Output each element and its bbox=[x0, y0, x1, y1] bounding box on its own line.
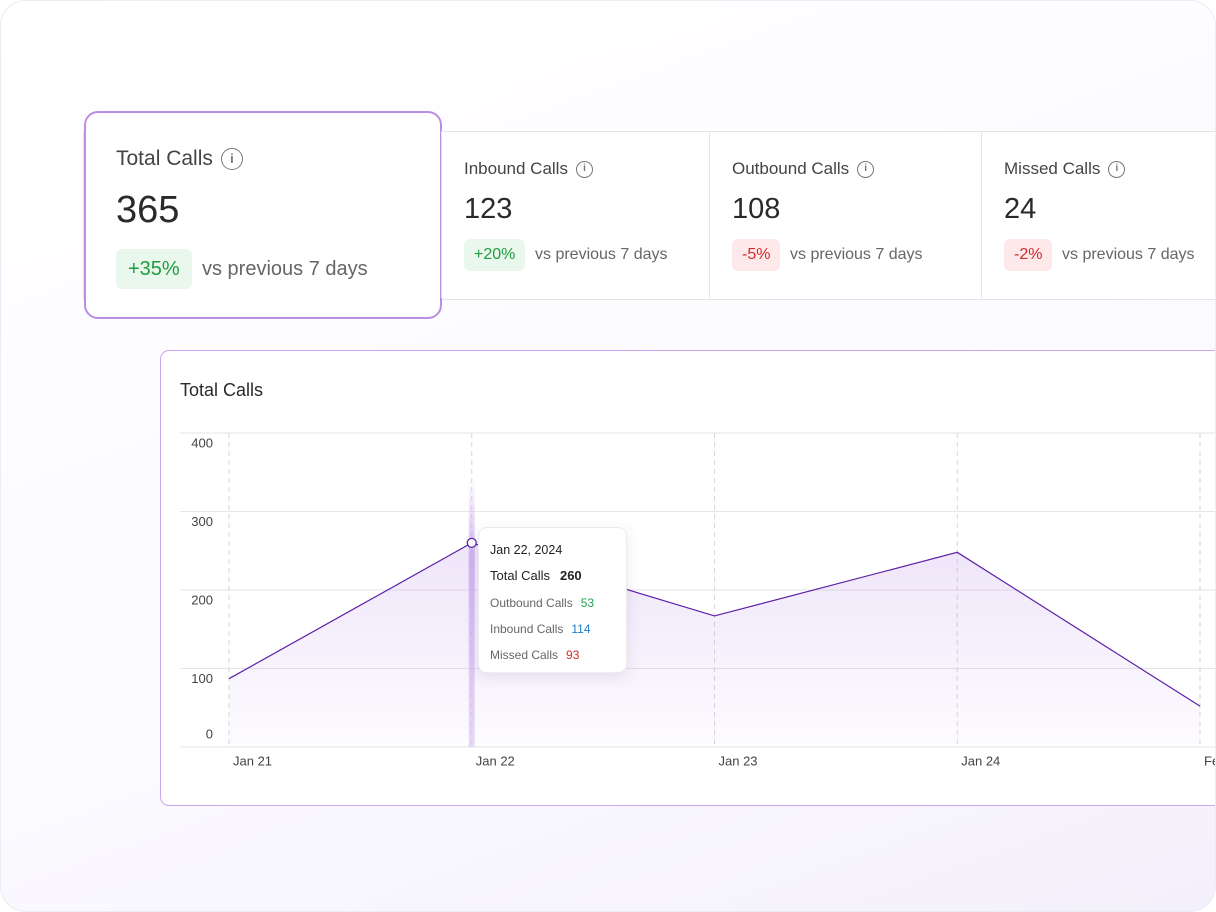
tooltip-row: Outbound Calls 53 bbox=[490, 596, 594, 610]
change-badge: +20% bbox=[464, 239, 526, 271]
x-tick-label: Jan 21 bbox=[233, 753, 272, 768]
info-icon: i bbox=[220, 148, 243, 170]
change-badge: -2% bbox=[1004, 239, 1053, 271]
stat-title-text: Inbound Calls bbox=[464, 159, 568, 178]
tooltip-date: Jan 22, 2024 bbox=[490, 543, 563, 557]
tooltip-value: 93 bbox=[566, 648, 580, 662]
plot bbox=[180, 432, 1215, 748]
hover-point bbox=[466, 537, 477, 549]
stat-value: 123 bbox=[464, 193, 513, 225]
area bbox=[229, 542, 1200, 747]
stat-title-text: Total Calls bbox=[116, 147, 213, 170]
stat-card: Total Calls i 365 +35% vs previous 7 days bbox=[84, 111, 442, 319]
tooltip-label: Missed Calls bbox=[490, 648, 559, 662]
change-badge: +35% bbox=[116, 249, 192, 289]
stat-value: 108 bbox=[732, 193, 781, 225]
tooltip-row: Missed Calls 93 bbox=[490, 648, 579, 662]
y-tick-label: 300 bbox=[191, 514, 213, 529]
tooltip: Jan 22, 2024 Total Calls 260 Outbound Call… bbox=[478, 527, 627, 673]
x-tick-label: Jan 22 bbox=[476, 753, 515, 768]
tooltip-value: 260 bbox=[559, 568, 582, 583]
stat-title-text: Outbound Calls bbox=[732, 159, 850, 178]
info-icon: i bbox=[1108, 160, 1126, 178]
tooltip-label: Total Calls bbox=[490, 568, 550, 583]
tooltip-row: Total Calls 260 bbox=[490, 568, 582, 583]
y-tick-label: 100 bbox=[191, 671, 213, 686]
stat-title-text: Missed Calls bbox=[1004, 159, 1101, 178]
chart-title: Total Calls bbox=[180, 380, 263, 400]
comparison: vs previous 7 days bbox=[202, 258, 368, 280]
y-tick-label: 400 bbox=[191, 435, 213, 450]
comparison: vs previous 7 days bbox=[790, 246, 923, 263]
comparison: vs previous 7 days bbox=[1062, 246, 1195, 263]
change-badge: -5% bbox=[732, 239, 781, 271]
tooltip-row: Inbound Calls 114 bbox=[490, 622, 591, 636]
stat-value: 365 bbox=[116, 189, 180, 231]
comparison: vs previous 7 days bbox=[535, 246, 668, 263]
y-tick-label: 200 bbox=[191, 592, 213, 607]
tooltip-label: Inbound Calls bbox=[490, 622, 564, 636]
stat-title: Outbound Calls i bbox=[732, 159, 875, 179]
info-icon: i bbox=[857, 160, 875, 178]
info-icon: i bbox=[575, 160, 593, 178]
stat-card: Missed Calls i 24 -2% vs previous 7 days bbox=[981, 131, 1215, 298]
stat-card: Outbound Calls i 108 -5% vs previous 7 days bbox=[709, 131, 981, 298]
tooltip-value: 53 bbox=[580, 596, 595, 610]
x-tick-label: Jan 24 bbox=[961, 753, 1000, 768]
x-tick-label: Feb 25 bbox=[1204, 753, 1216, 768]
stat-value: 24 bbox=[1004, 193, 1037, 225]
x-tick-label: Jan 23 bbox=[719, 753, 758, 768]
stat-title: Inbound Calls i bbox=[464, 159, 593, 179]
stat-card: Inbound Calls i 123 +20% vs previous 7 days bbox=[441, 131, 709, 298]
tooltip-label: Outbound Calls bbox=[490, 596, 573, 610]
line bbox=[228, 542, 1201, 707]
stat-title: Total Calls i bbox=[116, 147, 243, 171]
stat-title: Missed Calls i bbox=[1004, 159, 1126, 179]
hover-band bbox=[468, 479, 475, 747]
tooltip-value: 114 bbox=[571, 622, 591, 636]
y-tick-label: 0 bbox=[206, 726, 213, 741]
